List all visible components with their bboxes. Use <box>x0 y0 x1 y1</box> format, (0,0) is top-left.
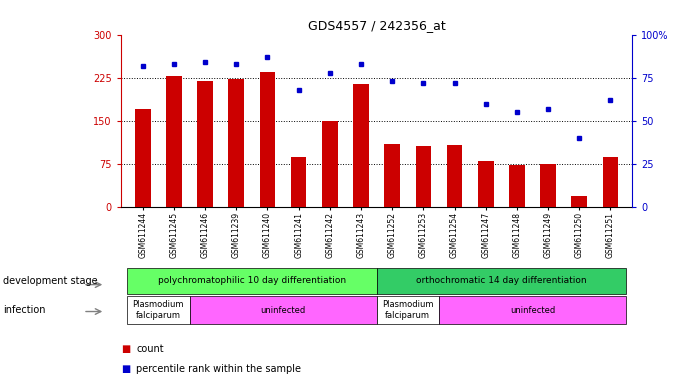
Text: percentile rank within the sample: percentile rank within the sample <box>136 364 301 374</box>
Text: count: count <box>136 344 164 354</box>
Text: polychromatophilic 10 day differentiation: polychromatophilic 10 day differentiatio… <box>158 276 346 285</box>
Bar <box>540 164 556 207</box>
Text: orthochromatic 14 day differentiation: orthochromatic 14 day differentiation <box>416 276 587 285</box>
Bar <box>384 144 400 207</box>
Bar <box>415 146 431 207</box>
Bar <box>260 72 275 207</box>
Bar <box>229 79 244 207</box>
Bar <box>291 157 306 207</box>
Text: ■: ■ <box>121 344 130 354</box>
Text: development stage: development stage <box>3 276 98 286</box>
Title: GDS4557 / 242356_at: GDS4557 / 242356_at <box>307 19 446 32</box>
Bar <box>571 196 587 207</box>
Text: Plasmodium
falciparum: Plasmodium falciparum <box>133 300 184 320</box>
Text: uninfected: uninfected <box>261 306 305 314</box>
Bar <box>166 76 182 207</box>
Bar <box>478 161 493 207</box>
Bar <box>603 157 618 207</box>
Bar <box>198 81 213 207</box>
Bar <box>353 84 369 207</box>
Bar <box>509 165 524 207</box>
Bar <box>447 145 462 207</box>
Text: infection: infection <box>3 305 46 315</box>
Bar <box>322 121 338 207</box>
Text: Plasmodium
falciparum: Plasmodium falciparum <box>382 300 433 320</box>
Text: ■: ■ <box>121 364 130 374</box>
Bar <box>135 109 151 207</box>
Text: uninfected: uninfected <box>510 306 555 314</box>
